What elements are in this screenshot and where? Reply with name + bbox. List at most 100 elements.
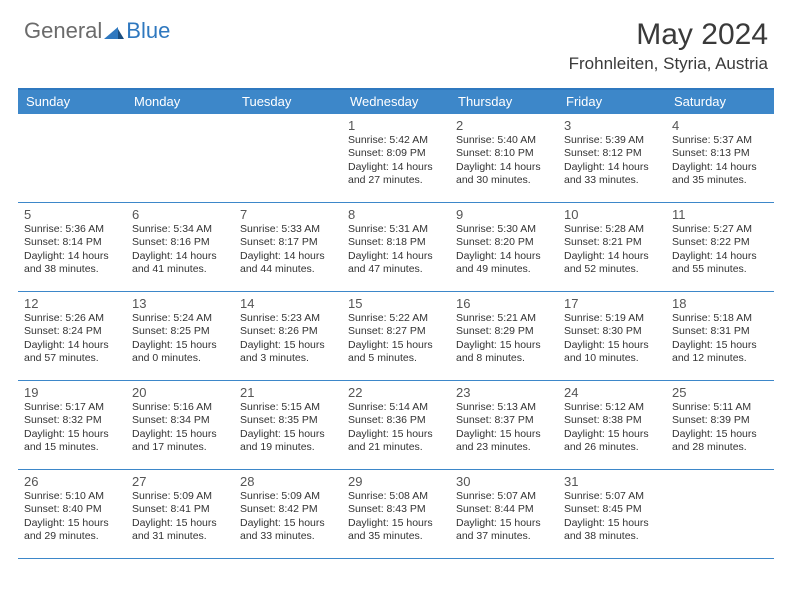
daylight-line-2: and 57 minutes. <box>24 352 120 365</box>
sunrise-line: Sunrise: 5:22 AM <box>348 312 444 325</box>
sunset-line: Sunset: 8:18 PM <box>348 236 444 249</box>
sunrise-line: Sunrise: 5:09 AM <box>132 490 228 503</box>
sunrise-line: Sunrise: 5:28 AM <box>564 223 660 236</box>
sunset-line: Sunset: 8:30 PM <box>564 325 660 338</box>
daylight-line-1: Daylight: 14 hours <box>456 250 552 263</box>
day-number: 13 <box>132 296 228 311</box>
sunset-line: Sunset: 8:44 PM <box>456 503 552 516</box>
daylight-line-1: Daylight: 15 hours <box>672 428 768 441</box>
day-number: 3 <box>564 118 660 133</box>
day-cell: 19Sunrise: 5:17 AMSunset: 8:32 PMDayligh… <box>18 381 126 469</box>
daylight-line-1: Daylight: 15 hours <box>348 517 444 530</box>
daylight-line-1: Daylight: 14 hours <box>564 250 660 263</box>
day-number: 16 <box>456 296 552 311</box>
calendar: SundayMondayTuesdayWednesdayThursdayFrid… <box>18 88 774 559</box>
sunrise-line: Sunrise: 5:23 AM <box>240 312 336 325</box>
day-number: 6 <box>132 207 228 222</box>
daylight-line-1: Daylight: 15 hours <box>132 339 228 352</box>
sunset-line: Sunset: 8:20 PM <box>456 236 552 249</box>
daylight-line-1: Daylight: 15 hours <box>24 428 120 441</box>
daylight-line-2: and 52 minutes. <box>564 263 660 276</box>
day-cell <box>234 114 342 202</box>
day-cell: 8Sunrise: 5:31 AMSunset: 8:18 PMDaylight… <box>342 203 450 291</box>
day-header: Sunday <box>18 90 126 114</box>
day-number: 12 <box>24 296 120 311</box>
day-cell: 6Sunrise: 5:34 AMSunset: 8:16 PMDaylight… <box>126 203 234 291</box>
day-number: 23 <box>456 385 552 400</box>
day-cell <box>18 114 126 202</box>
sunset-line: Sunset: 8:17 PM <box>240 236 336 249</box>
day-header: Thursday <box>450 90 558 114</box>
daylight-line-2: and 26 minutes. <box>564 441 660 454</box>
day-cell: 15Sunrise: 5:22 AMSunset: 8:27 PMDayligh… <box>342 292 450 380</box>
sunset-line: Sunset: 8:38 PM <box>564 414 660 427</box>
daylight-line-2: and 44 minutes. <box>240 263 336 276</box>
daylight-line-2: and 15 minutes. <box>24 441 120 454</box>
day-cell: 20Sunrise: 5:16 AMSunset: 8:34 PMDayligh… <box>126 381 234 469</box>
daylight-line-1: Daylight: 15 hours <box>456 339 552 352</box>
daylight-line-2: and 5 minutes. <box>348 352 444 365</box>
day-cell: 12Sunrise: 5:26 AMSunset: 8:24 PMDayligh… <box>18 292 126 380</box>
sunset-line: Sunset: 8:27 PM <box>348 325 444 338</box>
daylight-line-1: Daylight: 14 hours <box>348 161 444 174</box>
daylight-line-1: Daylight: 15 hours <box>240 428 336 441</box>
week-row: 19Sunrise: 5:17 AMSunset: 8:32 PMDayligh… <box>18 381 774 470</box>
sunset-line: Sunset: 8:12 PM <box>564 147 660 160</box>
daylight-line-2: and 38 minutes. <box>564 530 660 543</box>
daylight-line-1: Daylight: 15 hours <box>240 339 336 352</box>
week-row: 26Sunrise: 5:10 AMSunset: 8:40 PMDayligh… <box>18 470 774 559</box>
day-cell: 9Sunrise: 5:30 AMSunset: 8:20 PMDaylight… <box>450 203 558 291</box>
header: General Blue May 2024 Frohnleiten, Styri… <box>0 0 792 82</box>
daylight-line-2: and 37 minutes. <box>456 530 552 543</box>
logo: General Blue <box>24 18 170 44</box>
day-cell: 23Sunrise: 5:13 AMSunset: 8:37 PMDayligh… <box>450 381 558 469</box>
sunset-line: Sunset: 8:40 PM <box>24 503 120 516</box>
sunrise-line: Sunrise: 5:11 AM <box>672 401 768 414</box>
day-cell: 2Sunrise: 5:40 AMSunset: 8:10 PMDaylight… <box>450 114 558 202</box>
daylight-line-2: and 0 minutes. <box>132 352 228 365</box>
daylight-line-2: and 38 minutes. <box>24 263 120 276</box>
day-number: 4 <box>672 118 768 133</box>
day-cell: 28Sunrise: 5:09 AMSunset: 8:42 PMDayligh… <box>234 470 342 558</box>
sunrise-line: Sunrise: 5:17 AM <box>24 401 120 414</box>
day-cell: 26Sunrise: 5:10 AMSunset: 8:40 PMDayligh… <box>18 470 126 558</box>
day-cell: 11Sunrise: 5:27 AMSunset: 8:22 PMDayligh… <box>666 203 774 291</box>
sunset-line: Sunset: 8:29 PM <box>456 325 552 338</box>
day-header: Monday <box>126 90 234 114</box>
day-cell: 17Sunrise: 5:19 AMSunset: 8:30 PMDayligh… <box>558 292 666 380</box>
daylight-line-2: and 35 minutes. <box>348 530 444 543</box>
day-cell <box>666 470 774 558</box>
sunrise-line: Sunrise: 5:09 AM <box>240 490 336 503</box>
day-cell: 4Sunrise: 5:37 AMSunset: 8:13 PMDaylight… <box>666 114 774 202</box>
day-cell: 3Sunrise: 5:39 AMSunset: 8:12 PMDaylight… <box>558 114 666 202</box>
day-cell: 25Sunrise: 5:11 AMSunset: 8:39 PMDayligh… <box>666 381 774 469</box>
sunrise-line: Sunrise: 5:34 AM <box>132 223 228 236</box>
day-number: 29 <box>348 474 444 489</box>
sunset-line: Sunset: 8:09 PM <box>348 147 444 160</box>
daylight-line-2: and 12 minutes. <box>672 352 768 365</box>
daylight-line-2: and 30 minutes. <box>456 174 552 187</box>
daylight-line-2: and 8 minutes. <box>456 352 552 365</box>
daylight-line-2: and 27 minutes. <box>348 174 444 187</box>
daylight-line-1: Daylight: 15 hours <box>24 517 120 530</box>
daylight-line-2: and 23 minutes. <box>456 441 552 454</box>
daylight-line-2: and 41 minutes. <box>132 263 228 276</box>
daylight-line-2: and 3 minutes. <box>240 352 336 365</box>
page-title: May 2024 <box>569 18 768 52</box>
sunset-line: Sunset: 8:22 PM <box>672 236 768 249</box>
logo-icon <box>104 23 124 39</box>
sunrise-line: Sunrise: 5:36 AM <box>24 223 120 236</box>
sunset-line: Sunset: 8:32 PM <box>24 414 120 427</box>
day-number: 20 <box>132 385 228 400</box>
sunrise-line: Sunrise: 5:39 AM <box>564 134 660 147</box>
daylight-line-1: Daylight: 14 hours <box>240 250 336 263</box>
sunrise-line: Sunrise: 5:24 AM <box>132 312 228 325</box>
day-number: 30 <box>456 474 552 489</box>
sunset-line: Sunset: 8:34 PM <box>132 414 228 427</box>
sunrise-line: Sunrise: 5:33 AM <box>240 223 336 236</box>
day-header: Saturday <box>666 90 774 114</box>
sunrise-line: Sunrise: 5:31 AM <box>348 223 444 236</box>
daylight-line-2: and 29 minutes. <box>24 530 120 543</box>
sunset-line: Sunset: 8:25 PM <box>132 325 228 338</box>
day-header: Friday <box>558 90 666 114</box>
